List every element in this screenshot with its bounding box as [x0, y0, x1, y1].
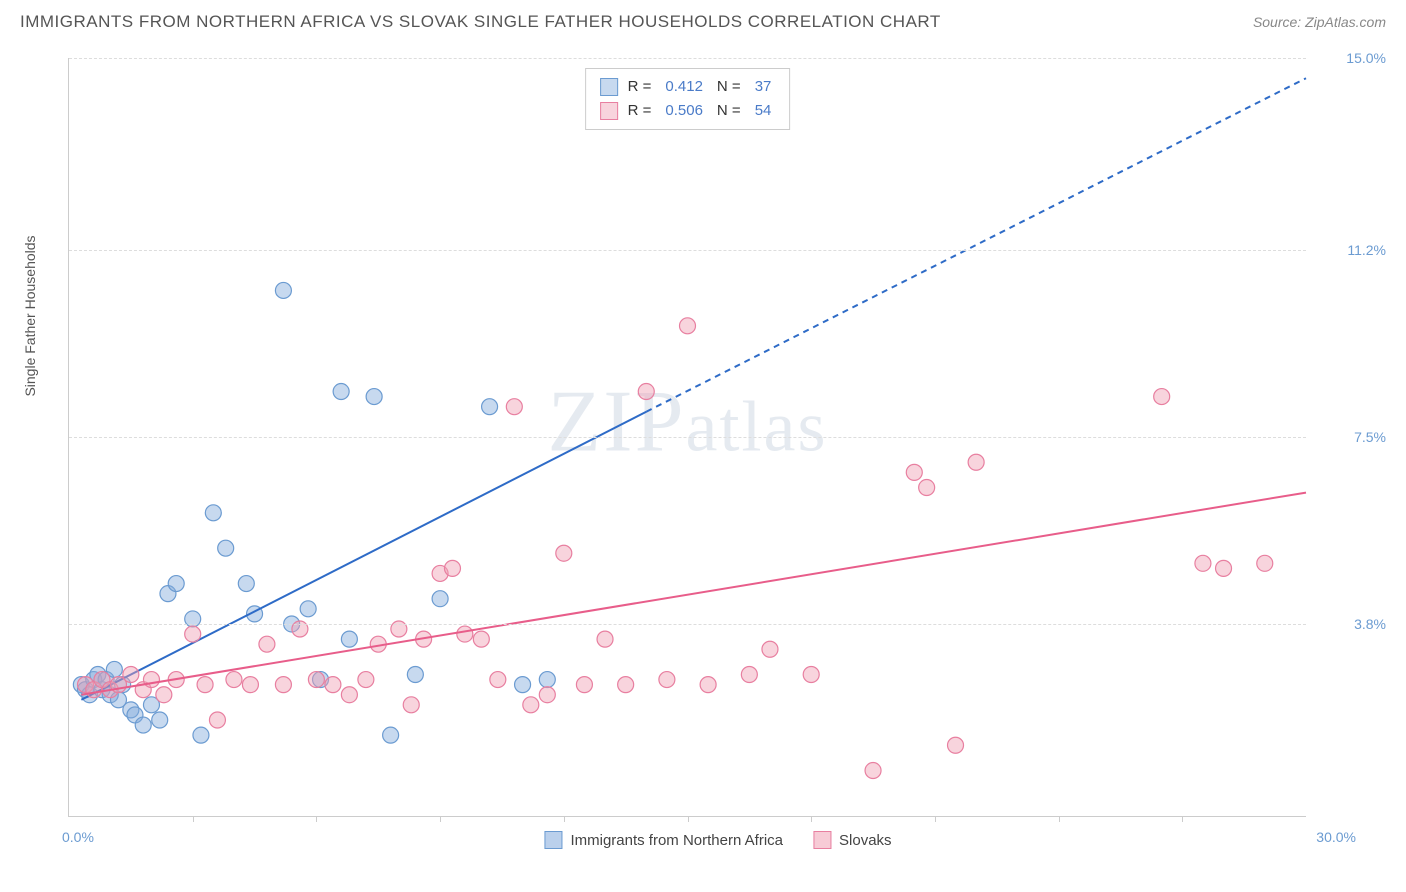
scatter-point: [482, 399, 498, 415]
scatter-point: [539, 672, 555, 688]
chart-container: Single Father Households ZIPatlas R = 0.…: [50, 48, 1386, 857]
scatter-point: [506, 399, 522, 415]
legend-swatch-1: [600, 102, 618, 120]
series-label-0: Immigrants from Northern Africa: [570, 832, 783, 849]
scatter-point: [259, 636, 275, 652]
scatter-point: [156, 687, 172, 703]
legend-r-value-1: 0.506: [665, 99, 703, 123]
scatter-point: [523, 697, 539, 713]
scatter-point: [325, 677, 341, 693]
legend-swatch-0: [600, 78, 618, 96]
series-legend: Immigrants from Northern Africa Slovaks: [544, 831, 891, 849]
plot-area: ZIPatlas R = 0.412 N = 37 R = 0.506 N = …: [68, 58, 1306, 817]
scatter-point: [432, 591, 448, 607]
scatter-point: [383, 727, 399, 743]
scatter-point: [205, 505, 221, 521]
scatter-point: [576, 677, 592, 693]
scatter-point: [358, 672, 374, 688]
scatter-point: [242, 677, 258, 693]
legend-n-label-0: N =: [717, 75, 741, 99]
scatter-point: [680, 318, 696, 334]
series-legend-item-1: Slovaks: [813, 831, 892, 849]
scatter-point: [407, 667, 423, 683]
legend-n-value-1: 54: [755, 99, 772, 123]
scatter-point: [700, 677, 716, 693]
y-tick-label: 15.0%: [1316, 50, 1386, 66]
legend-r-label-0: R =: [628, 75, 652, 99]
legend-n-label-1: N =: [717, 99, 741, 123]
y-tick-label: 7.5%: [1316, 429, 1386, 445]
scatter-point: [300, 601, 316, 617]
scatter-point: [341, 631, 357, 647]
scatter-point: [968, 454, 984, 470]
legend-r-value-0: 0.412: [665, 75, 703, 99]
trend-line: [81, 493, 1306, 695]
scatter-point: [638, 384, 654, 400]
scatter-point: [197, 677, 213, 693]
y-axis-title: Single Father Households: [22, 235, 38, 396]
y-tick-label: 3.8%: [1316, 616, 1386, 632]
scatter-point: [1216, 560, 1232, 576]
series-swatch-1: [813, 831, 831, 849]
scatter-point: [803, 667, 819, 683]
scatter-point: [515, 677, 531, 693]
scatter-point: [948, 737, 964, 753]
legend-n-value-0: 37: [755, 75, 772, 99]
scatter-point: [444, 560, 460, 576]
scatter-point: [275, 677, 291, 693]
scatter-point: [135, 717, 151, 733]
scatter-point: [597, 631, 613, 647]
y-tick-label: 11.2%: [1316, 242, 1386, 258]
scatter-point: [341, 687, 357, 703]
scatter-point: [556, 545, 572, 561]
scatter-point: [308, 672, 324, 688]
scatter-point: [226, 672, 242, 688]
scatter-point: [539, 687, 555, 703]
scatter-point: [238, 576, 254, 592]
series-label-1: Slovaks: [839, 832, 892, 849]
scatter-point: [741, 667, 757, 683]
series-legend-item-0: Immigrants from Northern Africa: [544, 831, 783, 849]
scatter-point: [123, 667, 139, 683]
scatter-point: [919, 480, 935, 496]
scatter-point: [209, 712, 225, 728]
legend-row-series-1: R = 0.506 N = 54: [600, 99, 776, 123]
scatter-point: [218, 540, 234, 556]
scatter-point: [366, 389, 382, 405]
scatter-point: [333, 384, 349, 400]
legend-row-series-0: R = 0.412 N = 37: [600, 75, 776, 99]
scatter-point: [490, 672, 506, 688]
scatter-point: [762, 641, 778, 657]
scatter-point: [275, 282, 291, 298]
scatter-point: [185, 626, 201, 642]
scatter-point: [168, 576, 184, 592]
chart-title: IMMIGRANTS FROM NORTHERN AFRICA VS SLOVA…: [20, 12, 941, 32]
scatter-point: [865, 763, 881, 779]
scatter-point: [618, 677, 634, 693]
legend-r-label-1: R =: [628, 99, 652, 123]
scatter-point: [1195, 555, 1211, 571]
scatter-point: [1257, 555, 1273, 571]
scatter-point: [143, 672, 159, 688]
scatter-point: [906, 464, 922, 480]
scatter-point: [152, 712, 168, 728]
x-max-label: 30.0%: [1316, 829, 1356, 845]
scatter-point: [457, 626, 473, 642]
correlation-legend: R = 0.412 N = 37 R = 0.506 N = 54: [585, 68, 791, 130]
x-min-label: 0.0%: [62, 829, 94, 845]
scatter-point: [473, 631, 489, 647]
scatter-point: [659, 672, 675, 688]
source-label: Source: ZipAtlas.com: [1253, 14, 1386, 30]
scatter-point: [1154, 389, 1170, 405]
scatter-point: [403, 697, 419, 713]
series-swatch-0: [544, 831, 562, 849]
scatter-point: [193, 727, 209, 743]
